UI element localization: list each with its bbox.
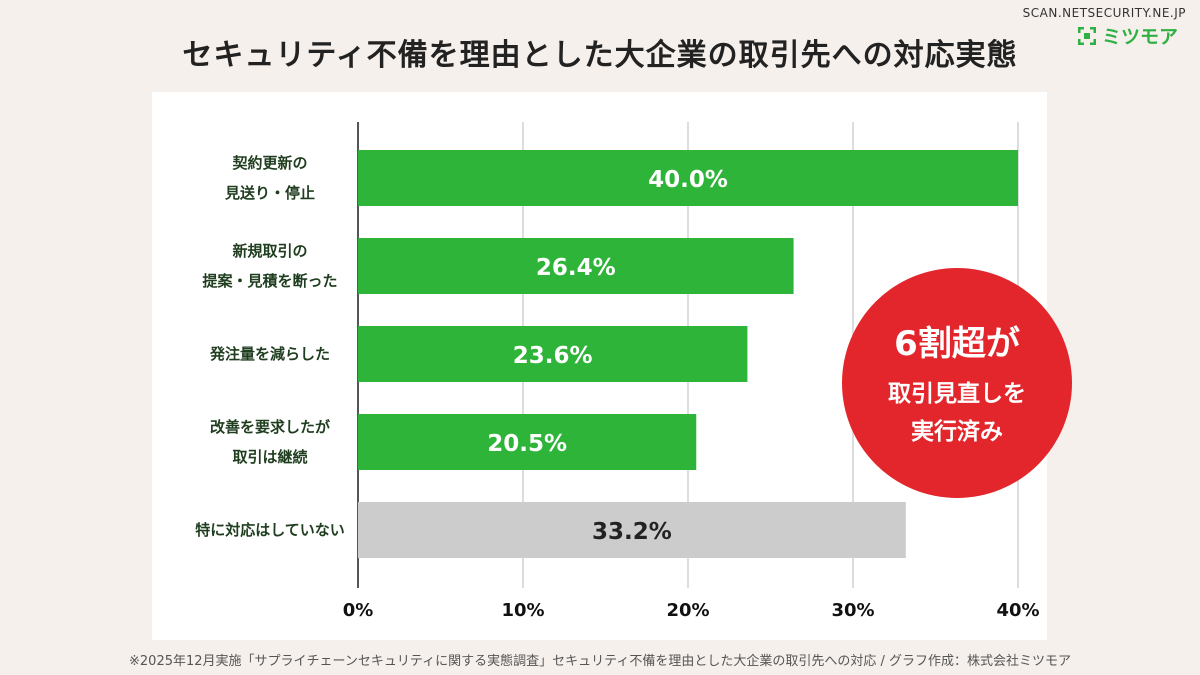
category-label: 発注量を減らした — [209, 345, 330, 363]
category-label: 取引は継続 — [232, 448, 307, 466]
chart-panel: 40.0% 契約更新の見送り・停止 26.4% 新規取引の提案・見積を断った 23.6%… — [152, 92, 1047, 640]
bar-value-label: 20.5% — [487, 431, 567, 457]
bar-value-label: 23.6% — [513, 343, 593, 369]
bar — [358, 326, 748, 382]
x-tick-label: 40% — [996, 600, 1039, 621]
bar — [358, 502, 906, 558]
site-url: SCAN.NETSECURITY.NE.JP — [1022, 6, 1186, 20]
bar — [358, 414, 697, 470]
bar — [358, 150, 1018, 206]
x-tick-label: 20% — [666, 600, 709, 621]
bar-value-label: 40.0% — [648, 167, 728, 193]
category-label: 契約更新の — [231, 154, 307, 172]
x-tick-label: 0% — [343, 600, 374, 621]
x-tick-label: 10% — [501, 600, 544, 621]
category-label: 提案・見積を断った — [202, 272, 337, 290]
footnote: ※2025年12月実施「サプライチェーンセキュリティに関する実態調査」セキュリテ… — [129, 654, 1071, 669]
brand-logo: ミツモア — [1077, 22, 1178, 49]
category-label: 新規取引の — [232, 242, 307, 260]
chart-title: セキュリティ不備を理由とした大企業の取引先への対応実態 — [182, 38, 1018, 73]
category-label: 特に対応はしていない — [195, 521, 345, 539]
summary-callout: 6割超が 取引見直しを 実行済み — [842, 268, 1072, 498]
brand-name: ミツモア — [1101, 26, 1178, 48]
callout-line-2: 取引見直しを — [888, 380, 1026, 407]
category-label: 見送り・停止 — [224, 184, 315, 202]
category-label: 改善を要求したが — [210, 418, 331, 436]
bar — [358, 238, 794, 294]
x-tick-label: 30% — [831, 600, 874, 621]
mitsumore-logo-icon — [1077, 26, 1096, 45]
bar-value-label: 26.4% — [536, 255, 616, 281]
callout-headline: 6割超が — [894, 323, 1020, 364]
callout-line-3: 実行済み — [911, 418, 1003, 445]
bar-value-label: 33.2% — [592, 519, 672, 545]
